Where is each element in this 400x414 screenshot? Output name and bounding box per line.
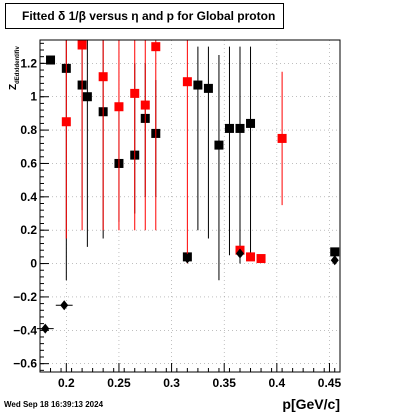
data-point (114, 102, 124, 112)
y-tick-label: 0.2 (20, 223, 37, 237)
data-point (224, 123, 234, 133)
y-axis-label: ZdEdxIdentifiv (8, 46, 21, 90)
y-tick-label: 1 (30, 90, 37, 104)
plot-frame (39, 39, 341, 373)
data-point-diamond (41, 323, 50, 334)
data-point-diamond (330, 255, 339, 266)
y-tick-label: −0.2 (13, 290, 37, 304)
data-point (77, 40, 87, 50)
data-point (214, 140, 224, 150)
x-tick-label: 0.3 (163, 376, 180, 390)
data-point (330, 247, 340, 257)
data-point (82, 92, 92, 102)
data-point (246, 252, 256, 262)
data-point (193, 80, 203, 90)
x-tick-label: 0.2 (58, 376, 75, 390)
data-point (151, 42, 161, 52)
x-axis-label: p[GeV/c] (282, 396, 340, 412)
y-tick-label: 0 (30, 257, 37, 271)
timestamp-footer: Wed Sep 18 16:39:13 2024 (4, 400, 104, 409)
x-tick-label: 0.35 (213, 376, 237, 390)
data-point-diamond (236, 248, 244, 259)
data-point (235, 123, 245, 133)
data-point (140, 100, 150, 110)
plot-area (40, 40, 340, 372)
chart-title: Fitted δ 1/β versus η and p for Global p… (5, 3, 284, 29)
data-point (256, 254, 266, 264)
y-tick-label: 1.2 (20, 56, 37, 70)
y-tick-label: −0.4 (13, 323, 37, 337)
data-point (246, 118, 256, 128)
data-point (46, 55, 56, 65)
y-tick-label: −0.6 (13, 357, 37, 371)
y-tick-label: 0.8 (20, 123, 37, 137)
data-point-diamond (60, 300, 69, 311)
data-point (98, 72, 108, 82)
x-tick-label: 0.4 (268, 376, 285, 390)
data-point-diamond (183, 253, 192, 264)
y-tick-label: 0.6 (20, 156, 37, 170)
data-point (277, 133, 287, 143)
data-point (130, 88, 140, 98)
x-tick-label: 0.25 (107, 376, 131, 390)
y-tick-label: 0.4 (20, 190, 37, 204)
data-point (182, 77, 192, 87)
data-point (203, 83, 213, 93)
x-tick-label: 0.45 (318, 376, 342, 390)
data-point (61, 117, 71, 127)
